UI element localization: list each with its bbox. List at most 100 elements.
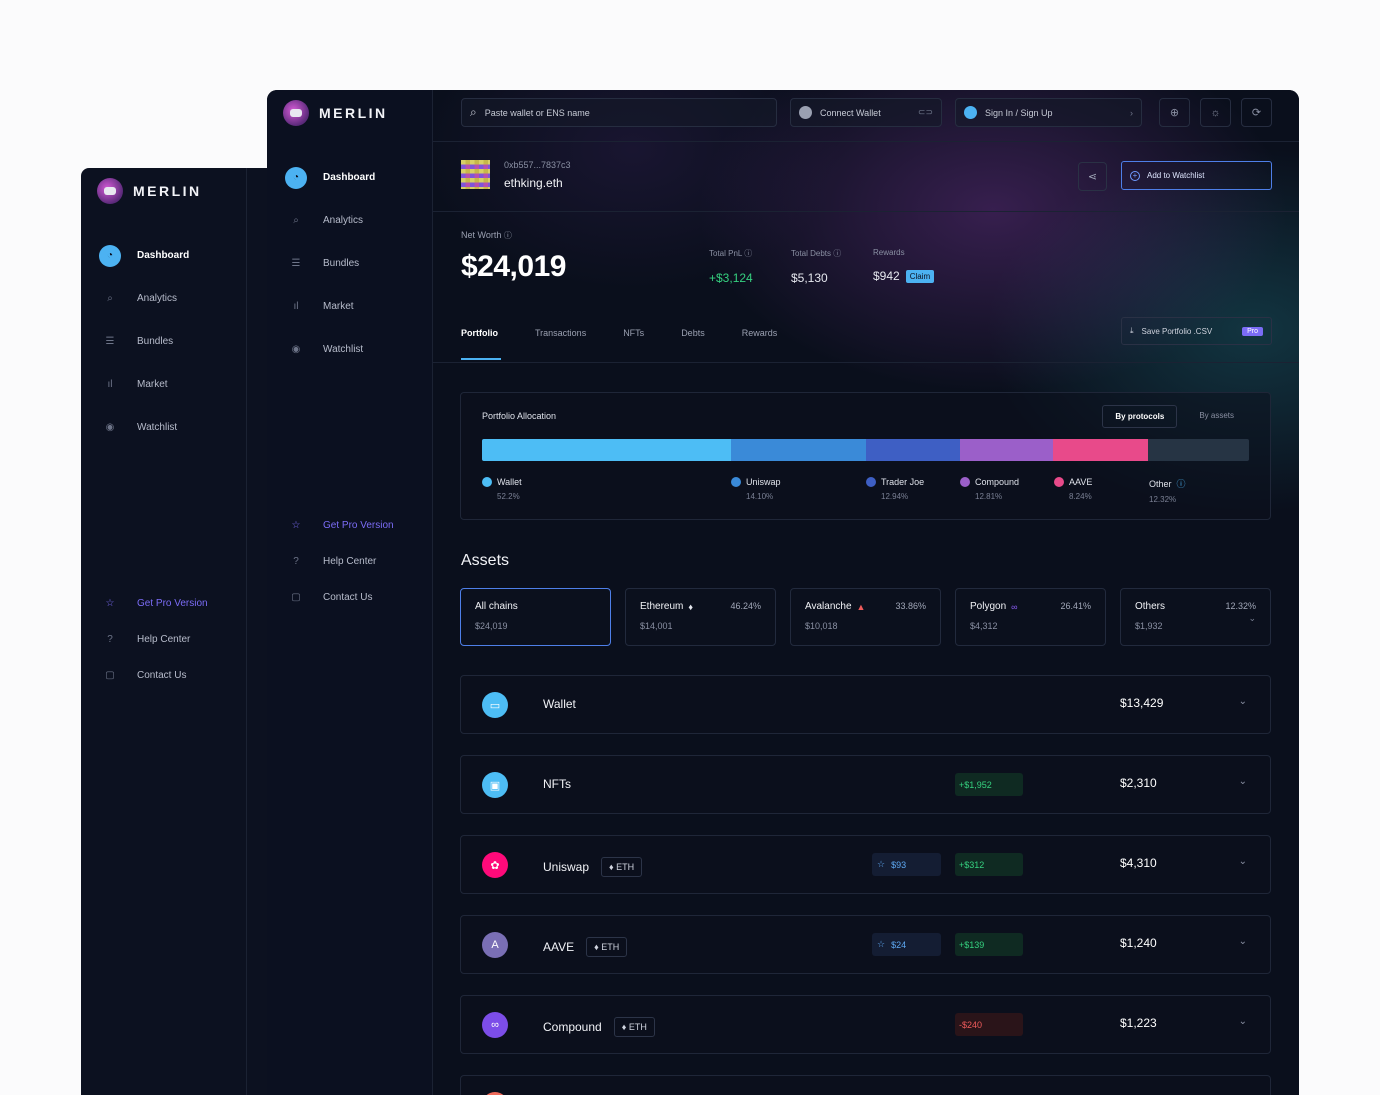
by-assets-button[interactable]: By assets: [1199, 411, 1234, 420]
allocation-toggle: By protocols By assets: [1102, 405, 1246, 428]
info-icon: ⓘ: [744, 249, 753, 258]
chain-card-avalanche[interactable]: Avalanche ▲ 33.86% $10,018: [790, 588, 941, 646]
help-icon: ?: [107, 633, 113, 645]
tab-portfolio[interactable]: Portfolio: [461, 328, 501, 360]
legend-item: Compound 12.81%: [960, 477, 1019, 501]
connect-wallet-button[interactable]: Connect Wallet ⊂⊃: [790, 98, 942, 127]
portfolio-allocation: Portfolio Allocation By protocols By ass…: [460, 392, 1271, 520]
sidebar-item-bundles[interactable]: ☰ Bundles: [285, 242, 425, 285]
save-csv-button[interactable]: ⤓ Save Portfolio .CSV Pro: [1121, 317, 1272, 345]
net-worth-label: Net Worth ⓘ: [461, 230, 512, 240]
allocation-bar: [482, 439, 1249, 461]
asset-name: AAVE: [543, 940, 575, 954]
save-csv-label: Save Portfolio .CSV: [1141, 326, 1213, 336]
chain-value: $14,001: [640, 621, 673, 631]
globe-button[interactable]: ⊕: [1159, 98, 1190, 127]
sidebar-item-market[interactable]: ıl Market: [285, 285, 425, 328]
legend-dot: [731, 477, 741, 487]
legend-percent: 8.24%: [1069, 492, 1092, 501]
net-worth-value: $24,019: [461, 250, 566, 283]
asset-value: $1,223: [1120, 1016, 1157, 1030]
wallet-address: 0xb557...7837c3: [504, 160, 571, 170]
reward-tag[interactable]: ☆ $93: [872, 853, 941, 876]
search-icon: ⌕: [107, 293, 113, 304]
legend-name: Compound: [975, 477, 1020, 487]
chain-tag: ♦ ETH: [601, 857, 643, 877]
chain-card-ethereum[interactable]: Ethereum ♦ 46.24% $14,001: [625, 588, 776, 646]
sidebar-item-contact-us[interactable]: ▢ Contact Us: [285, 579, 425, 615]
app-window: MERLIN ◔ Dashboard ⌕ Analytics ☰ Bundles ıl…: [267, 90, 1299, 1095]
chevron-down-icon[interactable]: ⌄: [1238, 936, 1247, 947]
back-nav-market[interactable]: ıl Market: [99, 363, 239, 406]
tab-rewards[interactable]: Rewards: [741, 328, 778, 338]
theme-toggle-button[interactable]: ☼: [1200, 98, 1231, 127]
back-logo: MERLIN: [97, 178, 202, 204]
chain-tag: ♦ ETH: [586, 937, 628, 957]
star-icon: ☆: [877, 939, 886, 949]
back-nav-dashboard[interactable]: ◔ Dashboard: [99, 234, 239, 277]
refresh-button[interactable]: ⟳: [1241, 98, 1272, 127]
chevron-down-icon[interactable]: ⌄: [1238, 776, 1247, 787]
chat-icon: ▢: [291, 591, 301, 603]
legend-item: Wallet 52.2%: [482, 477, 522, 501]
sidebar-item-dashboard[interactable]: ◔ Dashboard: [285, 156, 425, 199]
asset-row-wallet[interactable]: ▭ Wallet $13,429 ⌄: [460, 675, 1271, 734]
back-nav-watchlist[interactable]: ◉ Watchlist: [99, 406, 239, 449]
back-nav-bundles[interactable]: ☰ Bundles: [99, 320, 239, 363]
clock-icon: ◔: [285, 166, 307, 189]
chain-card-all-chains[interactable]: All chains $24,019: [460, 588, 611, 646]
claim-button[interactable]: Claim: [905, 269, 935, 283]
chain-card-polygon[interactable]: Polygon ∞ 26.41% $4,312: [955, 588, 1106, 646]
tab-nfts[interactable]: NFTs: [623, 328, 645, 338]
chain-percent: 26.41%: [1060, 601, 1091, 611]
asset-row-nfts[interactable]: ▣ NFTs +$1,952 $2,310 ⌄: [460, 755, 1271, 814]
total-pnl: Total PnL ⓘ +$3,124: [709, 248, 753, 285]
by-protocols-button[interactable]: By protocols: [1102, 405, 1178, 428]
asset-row-partial[interactable]: [460, 1075, 1271, 1095]
tab-debts[interactable]: Debts: [681, 328, 705, 338]
legend-name: Wallet: [497, 477, 522, 487]
legend-name: Other: [1149, 478, 1172, 489]
download-icon: ⤓: [1130, 326, 1134, 335]
allocation-segment-uniswap: [731, 439, 867, 461]
info-icon: ⓘ: [833, 249, 842, 258]
tab-transactions[interactable]: Transactions: [535, 328, 587, 338]
reward-tag[interactable]: ☆ $24: [872, 933, 941, 956]
chevron-down-icon[interactable]: ⌄: [1248, 613, 1256, 623]
sign-in-button[interactable]: Sign In / Sign Up ›: [955, 98, 1142, 127]
asset-row-aave[interactable]: A AAVE ♦ ETH ☆ $24 +$139 $1,240 ⌄: [460, 915, 1271, 974]
star-icon: ☆: [877, 859, 886, 869]
chain-value: $1,932: [1135, 621, 1163, 631]
chain-value: $4,312: [970, 621, 998, 631]
chain-tag: ♦ ETH: [613, 1017, 655, 1037]
reward-value: $24: [891, 939, 907, 950]
back-nav-help[interactable]: ? Help Center: [99, 621, 239, 657]
legend-percent: 12.32%: [1149, 495, 1177, 504]
sidebar-item-help-center[interactable]: ? Help Center: [285, 543, 425, 579]
chevron-down-icon[interactable]: ⌄: [1238, 856, 1247, 867]
share-button[interactable]: ⋖: [1078, 162, 1107, 191]
chain-card-others[interactable]: Others 12.32% $1,932 ⌄: [1120, 588, 1271, 646]
globe-icon: ⊕: [1169, 107, 1180, 119]
back-nav-contact[interactable]: ▢ Contact Us: [99, 657, 239, 693]
add-to-watchlist-button[interactable]: + Add to Watchlist: [1121, 161, 1272, 190]
asset-row-compound[interactable]: ∞ Compound ♦ ETH -$240 $1,223 ⌄: [460, 995, 1271, 1054]
back-nav-get-pro[interactable]: ☆ Get Pro Version: [99, 585, 239, 621]
chain-value: $24,019: [475, 621, 508, 631]
star-icon: ☆: [291, 519, 301, 531]
asset-row-uniswap[interactable]: ✿ Uniswap ♦ ETH ☆ $93 +$312 $4,310 ⌄: [460, 835, 1271, 894]
sidebar-item-get-pro[interactable]: ☆ Get Pro Version: [285, 507, 425, 543]
chain-filter: All chains $24,019 Ethereum ♦ 46.24% $14,001 A…: [460, 588, 1271, 646]
sidebar-item-analytics[interactable]: ⌕ Analytics: [285, 199, 425, 242]
nav-label: Contact Us: [137, 669, 187, 681]
chevron-down-icon[interactable]: ⌄: [1238, 696, 1247, 707]
total-debts-label: Total Debts: [791, 249, 832, 258]
merlin-logo-icon: [283, 100, 309, 126]
sidebar-item-watchlist[interactable]: ◉ Watchlist: [285, 328, 425, 371]
back-nav-analytics[interactable]: ⌕ Analytics: [99, 277, 239, 320]
pnl-tag: +$139: [955, 933, 1023, 956]
search-input[interactable]: ⌕ Paste wallet or ENS name: [461, 98, 777, 127]
info-icon[interactable]: ⓘ: [1176, 479, 1186, 489]
sidebar-item-label: Dashboard: [323, 172, 376, 183]
chevron-down-icon[interactable]: ⌄: [1238, 1016, 1247, 1027]
